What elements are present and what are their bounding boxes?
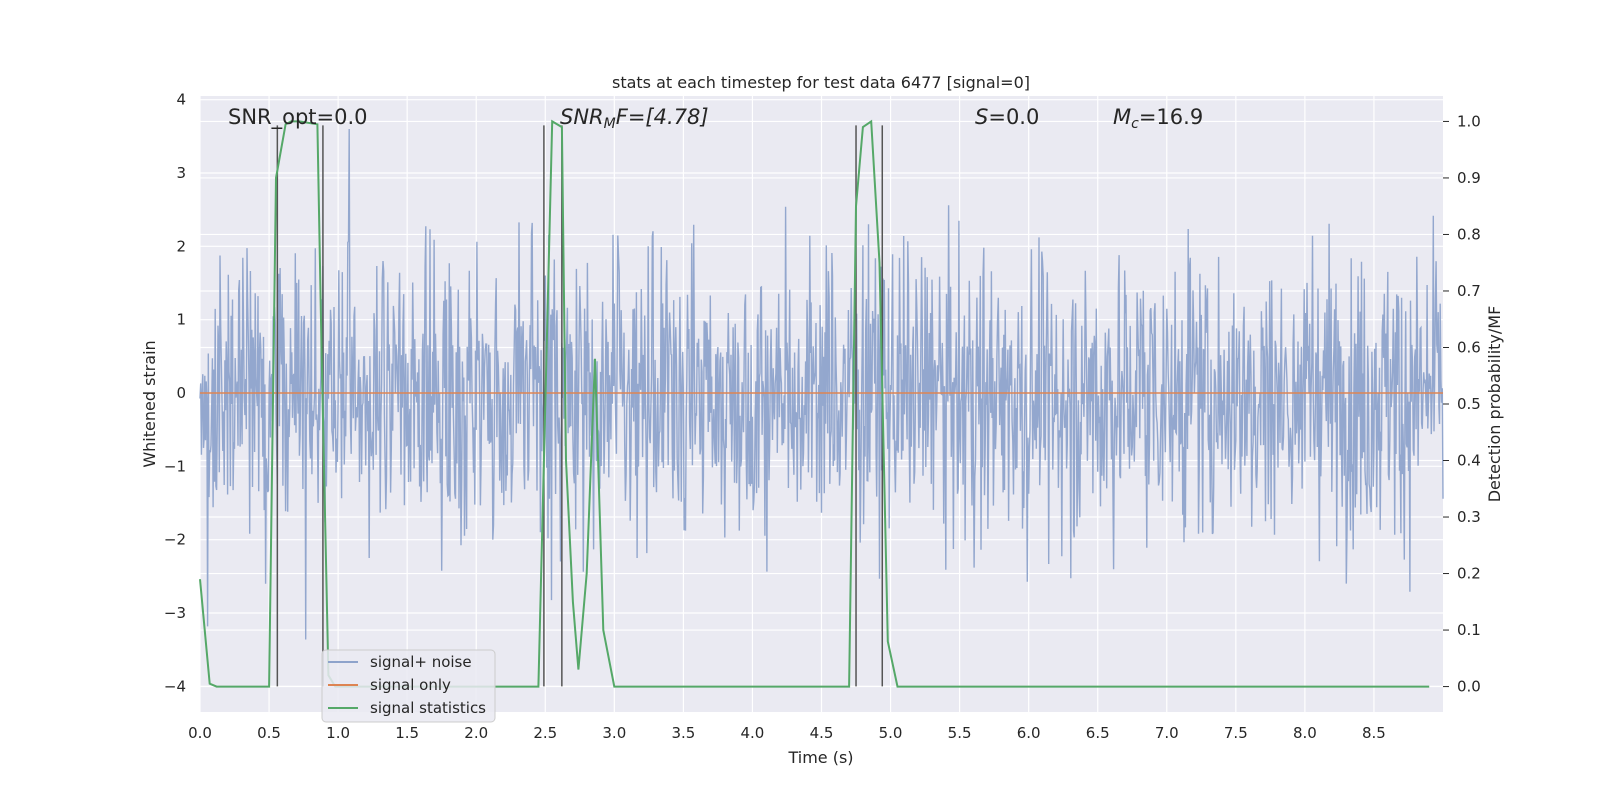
noise-line [199, 128, 1444, 640]
y-tick-labels: 4 3 2 1 0 −1 −2 −3 −4 [164, 91, 186, 696]
x-tick-13: 6.5 [1086, 724, 1110, 742]
y-axis-label: Whitened strain [140, 340, 159, 467]
x-tick-6: 3.0 [602, 724, 626, 742]
mc-label: M [1113, 105, 1131, 129]
x-tick-15: 7.5 [1224, 724, 1248, 742]
y-right-tick-7: 0.3 [1457, 508, 1481, 526]
x-tick-8: 4.0 [741, 724, 765, 742]
chart-title: stats at each timestep for test data 647… [612, 73, 1030, 92]
snr-mf-rest-f: F=[4.78] [616, 105, 709, 129]
legend: signal+ noise signal only signal statist… [321, 649, 496, 723]
annotation-s: S=0.0 [975, 105, 1039, 129]
annotation-snr-mf: SNRMF=[4.78] [560, 105, 709, 132]
x-tick-3: 1.5 [395, 724, 419, 742]
y-right-tick-5: 0.5 [1457, 395, 1481, 413]
legend-label-signal-only: signal only [370, 676, 451, 694]
legend-box [321, 649, 496, 723]
y-right-tick-4: 0.6 [1457, 338, 1481, 356]
x-tick-7: 3.5 [671, 724, 695, 742]
y-right-axis-label: Detection probability/MF [1485, 306, 1504, 503]
y-tick-7: −3 [164, 604, 186, 622]
y-tick-0: 4 [176, 91, 186, 109]
y-right-tick-1: 0.9 [1457, 169, 1481, 187]
x-tick-4: 2.0 [464, 724, 488, 742]
snr-mf-sub: M [604, 116, 616, 132]
x-tick-0: 0.0 [188, 724, 212, 742]
y-tick-6: −2 [164, 531, 186, 549]
y-tick-4: 0 [176, 384, 186, 402]
legend-label-noise: signal+ noise [370, 653, 472, 671]
y-tick-5: −1 [164, 457, 186, 475]
y-right-tick-8: 0.2 [1457, 565, 1481, 583]
x-tick-2: 1.0 [326, 724, 350, 742]
x-tick-10: 5.0 [879, 724, 903, 742]
x-tick-5: 2.5 [533, 724, 557, 742]
x-tick-11: 5.5 [948, 724, 972, 742]
y-right-tick-9: 0.1 [1457, 621, 1481, 639]
x-tick-12: 6.0 [1017, 724, 1041, 742]
y-tick-8: −4 [164, 677, 186, 695]
legend-label-stats: signal statistics [370, 699, 486, 717]
y-right-tick-3: 0.7 [1457, 282, 1481, 300]
s-label: S [975, 105, 988, 129]
x-tick-17: 8.5 [1362, 724, 1386, 742]
stats-line [199, 119, 1430, 688]
x-tick-1: 0.5 [257, 724, 281, 742]
y-tick-3: 1 [176, 311, 186, 329]
mc-rest: =16.9 [1139, 105, 1203, 129]
mc-sub: c [1131, 116, 1139, 132]
y-right-tick-10: 0.0 [1457, 678, 1481, 696]
x-tick-14: 7.0 [1155, 724, 1179, 742]
x-axis-label: Time (s) [787, 748, 853, 767]
annotation-snr-opt: SNR_opt=0.0 [228, 105, 368, 130]
snr-mf-label: SNR [560, 105, 604, 129]
annotation-mc: Mc=16.9 [1113, 105, 1203, 132]
x-tick-labels: 0.0 0.5 1.0 1.5 2.0 2.5 3.0 3.5 4.0 4.5 5.0 5.5 6.0 6… [188, 724, 1386, 742]
y-tick-1: 3 [176, 164, 186, 182]
y-tick-2: 2 [176, 237, 186, 255]
y-right-tick-2: 0.8 [1457, 225, 1481, 243]
x-tick-16: 8.0 [1293, 724, 1317, 742]
y-right-tick-6: 0.4 [1457, 452, 1481, 470]
y-right-tick-0: 1.0 [1457, 112, 1481, 130]
noise-series [199, 128, 1444, 640]
x-tick-9: 4.5 [810, 724, 834, 742]
y-right-tick-labels: 1.0 0.9 0.8 0.7 0.6 0.5 0.4 0.3 0.2 0.1 0.0 [1443, 112, 1481, 696]
s-rest: =0.0 [988, 105, 1039, 129]
